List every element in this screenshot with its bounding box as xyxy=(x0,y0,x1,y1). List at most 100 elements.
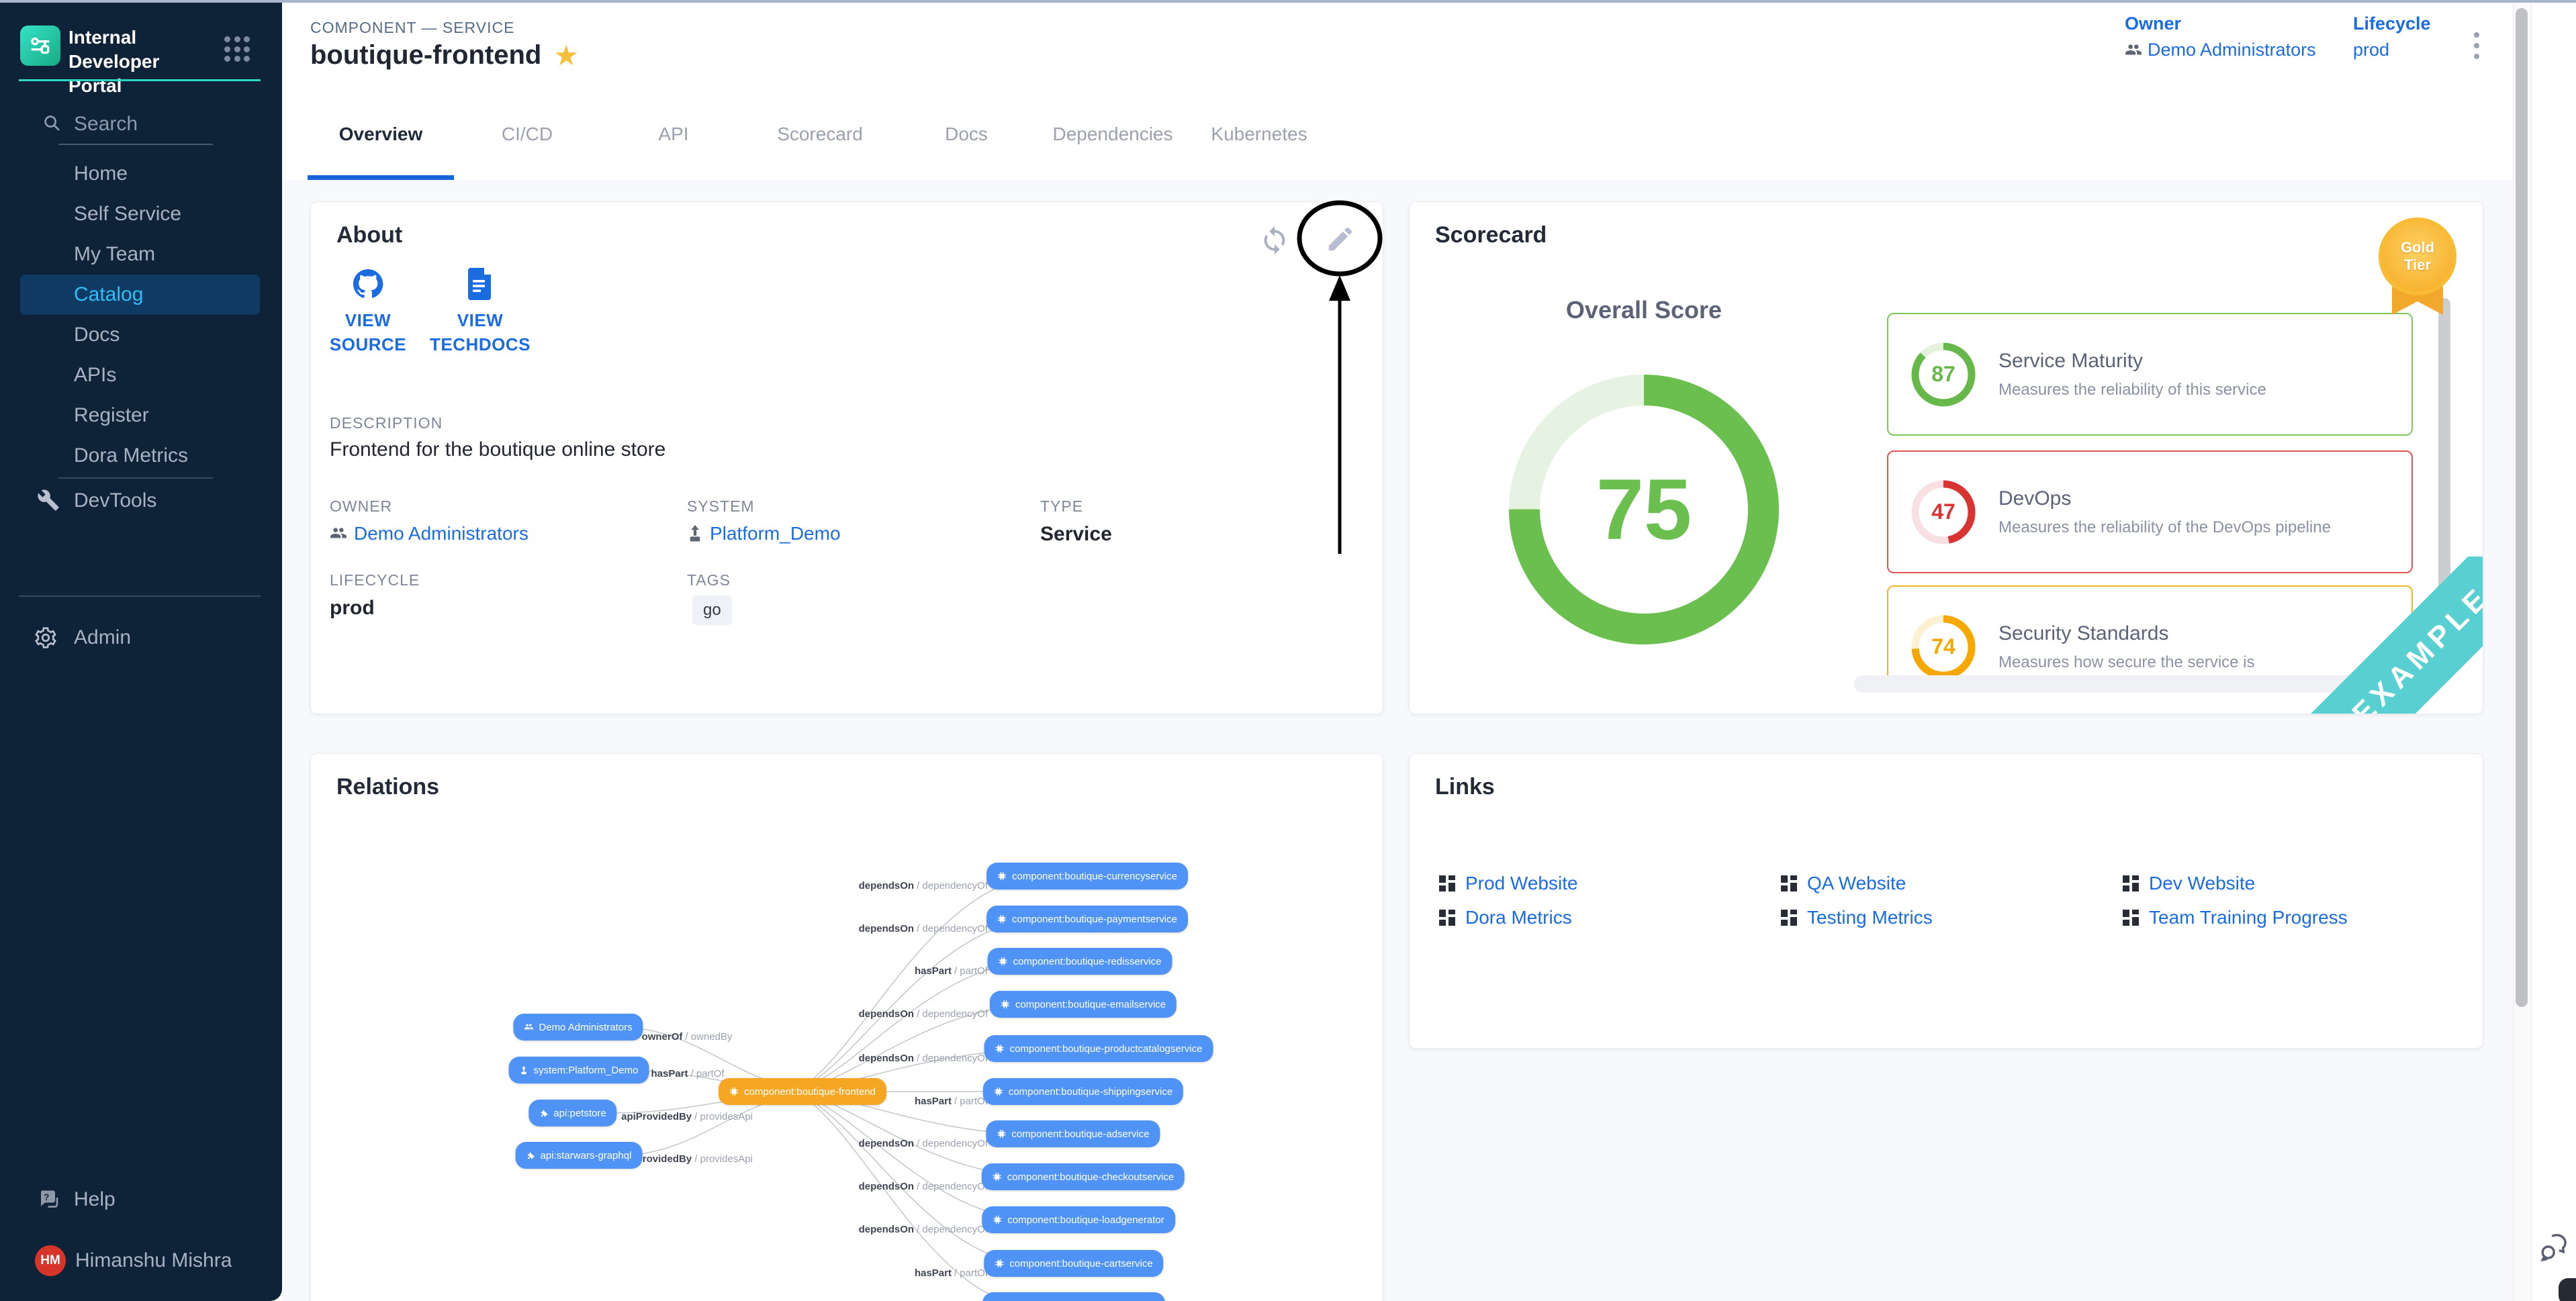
score-value: 47 xyxy=(1931,499,1956,524)
sidebar-item-catalog[interactable]: Catalog xyxy=(20,275,260,315)
score-name: Service Maturity xyxy=(1998,349,2144,372)
svg-text:?: ? xyxy=(44,1192,49,1202)
graph-node-component-boutique-checkoutservice[interactable]: component:boutique-checkoutservice xyxy=(981,1163,1185,1190)
graph-node-component-boutique-productcatalogservice[interactable]: component:boutique-productcatalogservice xyxy=(984,1035,1213,1062)
tag-chip: go xyxy=(692,595,732,625)
entity-header: COMPONENT — SERVICE boutique-frontend ★ … xyxy=(282,3,2513,89)
score-card-devops[interactable]: 47 DevOps Measures the reliability of th… xyxy=(1887,450,2413,573)
graph-node-component-boutique-shippingservice[interactable]: component:boutique-shippingservice xyxy=(982,1078,1184,1105)
tab-ci-cd[interactable]: CI/CD xyxy=(501,124,553,144)
sidebar-item-my-team[interactable]: My Team xyxy=(74,243,156,265)
score-name: Security Standards xyxy=(1998,622,2169,644)
link-team-training-progress[interactable]: Team Training Progress xyxy=(2122,903,2348,932)
user-avatar[interactable]: HM xyxy=(35,1245,66,1276)
sidebar-item-dora-metrics[interactable]: Dora Metrics xyxy=(74,444,189,467)
portal-logo-icon[interactable] xyxy=(20,26,60,66)
edge-label: dependsOn / dependencyOf xyxy=(858,1138,988,1149)
chat-bubbles-icon[interactable] xyxy=(2540,1231,2572,1262)
graph-node-system-platform-demo[interactable]: system:Platform_Demo xyxy=(508,1057,649,1083)
owner-link[interactable]: Demo Administrators xyxy=(330,523,528,544)
view-source-label: VIEW SOURCE xyxy=(329,310,407,354)
sidebar-item-self-service[interactable]: Self Service xyxy=(74,203,182,225)
sidebar-item-help[interactable]: ? Help xyxy=(0,1179,282,1220)
main-area: COMPONENT — SERVICE boutique-frontend ★ … xyxy=(282,3,2513,1301)
graph-node-demo-administrators[interactable]: Demo Administrators xyxy=(513,1014,643,1041)
score-card-service-maturity[interactable]: 87 Service Maturity Measures the reliabi… xyxy=(1887,313,2413,436)
apps-grid-icon[interactable] xyxy=(224,36,251,63)
about-card: About VIEW SOURCE VIEW TECHDOCS DESCRIPT… xyxy=(310,201,1383,714)
graph-node-component-boutique-emailservice[interactable]: component:boutique-emailservice xyxy=(989,991,1177,1018)
graph-node-api-starwars-graphql[interactable]: api:starwars-graphql xyxy=(515,1142,643,1169)
more-options-kebab[interactable] xyxy=(2463,21,2490,70)
score-list-vscrollbar[interactable] xyxy=(2438,298,2450,672)
link-dora-metrics[interactable]: Dora Metrics xyxy=(1438,903,1572,932)
graph-node-label: component:boutique-checkoutservice xyxy=(1007,1171,1175,1183)
graph-node-component-boutique-currencyservice[interactable]: component:boutique-currencyservice xyxy=(986,863,1188,889)
edge-label: ownerOf / ownedBy xyxy=(641,1031,733,1043)
graph-node-component-boutique-paymentservice[interactable]: component:boutique-paymentservice xyxy=(986,906,1188,932)
users-icon xyxy=(2125,44,2142,54)
owner-link[interactable]: Demo Administrators xyxy=(2125,40,2316,60)
system-label: SYSTEM xyxy=(687,497,755,515)
dashboard-icon xyxy=(1781,875,1797,892)
user-name: Himanshu Mishra xyxy=(75,1249,232,1271)
github-icon xyxy=(353,269,383,298)
techdocs-icon xyxy=(468,268,491,300)
sidebar-item-register[interactable]: Register xyxy=(74,404,149,426)
tab-docs[interactable]: Docs xyxy=(945,124,988,144)
score-card-security-standards[interactable]: 74 Security Standards Measures how secur… xyxy=(1887,585,2413,675)
graph-node-item[interactable] xyxy=(982,1292,1165,1301)
tab-dependencies[interactable]: Dependencies xyxy=(1052,124,1173,144)
favorite-star-icon[interactable]: ★ xyxy=(553,39,580,71)
tab-overview[interactable]: Overview xyxy=(338,124,423,144)
graph-node-component-boutique-loadgenerator[interactable]: component:boutique-loadgenerator xyxy=(982,1206,1175,1233)
score-list-hscrollbar[interactable] xyxy=(1854,675,2424,693)
sidebar-divider xyxy=(19,595,261,597)
score-desc: Measures the reliability of the DevOps p… xyxy=(1998,518,2331,536)
score-value: 74 xyxy=(1931,634,1956,659)
page-scrollbar xyxy=(2513,3,2532,1301)
tier-badge-medal: Gold Tier xyxy=(2379,218,2456,295)
lifecycle-label: LIFECYCLE xyxy=(330,571,420,589)
system-link[interactable]: Platform_Demo xyxy=(687,523,841,544)
graph-node-component-boutique-cartservice[interactable]: component:boutique-cartservice xyxy=(984,1250,1164,1277)
sidebar-search[interactable]: Search xyxy=(0,103,282,146)
system-icon xyxy=(690,525,700,542)
view-techdocs-button[interactable]: VIEW TECHDOCS xyxy=(426,268,534,356)
graph-node-label: component:boutique-currencyservice xyxy=(1012,870,1177,882)
link-dev-website[interactable]: Dev Website xyxy=(2122,869,2255,898)
wrench-icon xyxy=(37,489,60,515)
floating-button-partial[interactable] xyxy=(2559,1278,2576,1301)
tab-kubernetes[interactable]: Kubernetes xyxy=(1211,124,1307,144)
link-qa-website[interactable]: QA Website xyxy=(1780,869,1906,898)
component-chip-icon xyxy=(993,1215,1002,1224)
graph-node-component-boutique-frontend[interactable]: component:boutique-frontend xyxy=(719,1078,886,1105)
sidebar-item-apis[interactable]: APIs xyxy=(74,364,117,386)
type-value: Service xyxy=(1040,523,1112,545)
sidebar-item-docs[interactable]: Docs xyxy=(74,324,120,346)
graph-node-label: component:boutique-loadgenerator xyxy=(1007,1214,1164,1226)
edit-pencil-icon[interactable] xyxy=(1325,224,1356,258)
view-source-button[interactable]: VIEW SOURCE xyxy=(318,268,418,356)
sidebar-item-home[interactable]: Home xyxy=(74,162,128,185)
tab-api[interactable]: API xyxy=(658,124,689,144)
score-list: 87 Service Maturity Measures the reliabi… xyxy=(1880,289,2417,675)
link-testing-metrics[interactable]: Testing Metrics xyxy=(1780,903,1933,932)
sidebar-user[interactable]: HM Himanshu Mishra xyxy=(0,1240,282,1282)
sidebar-item-admin[interactable]: Admin xyxy=(0,618,282,658)
search-input[interactable]: Search xyxy=(74,113,138,135)
refresh-icon[interactable] xyxy=(1259,225,1290,259)
link-label: Team Training Progress xyxy=(2149,907,2348,928)
graph-node-component-boutique-adservice[interactable]: component:boutique-adservice xyxy=(986,1120,1160,1147)
edge-label: hasPart / partOf xyxy=(914,1267,988,1279)
search-underline xyxy=(58,144,213,145)
link-prod-website[interactable]: Prod Website xyxy=(1438,869,1578,898)
graph-node-api-petstore[interactable]: api:petstore xyxy=(528,1100,617,1126)
tab-scorecard[interactable]: Scorecard xyxy=(777,124,863,144)
graph-node-component-boutique-redisservice[interactable]: component:boutique-redisservice xyxy=(987,948,1172,975)
sidebar-item-devtools[interactable]: DevTools xyxy=(0,481,282,521)
page-scrollbar-thumb[interactable] xyxy=(2516,8,2528,1007)
graph-node-label: api:petstore xyxy=(553,1107,606,1119)
edge-label: dependsOn / dependencyOf xyxy=(858,1224,988,1235)
